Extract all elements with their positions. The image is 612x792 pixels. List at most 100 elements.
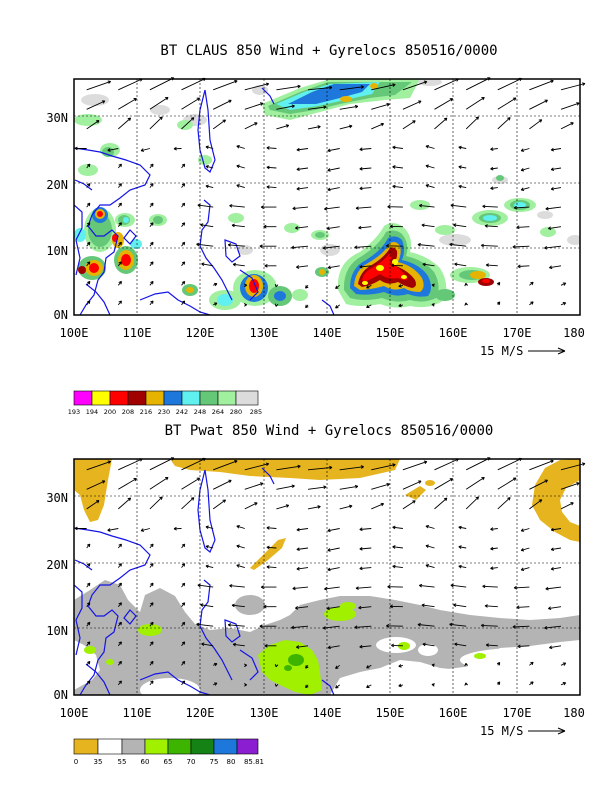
wind-vector-arrow (149, 496, 163, 510)
wind-vector-arrow (117, 300, 122, 306)
wind-vector-arrow (392, 145, 403, 150)
colorbar-2: 0 35 55 60 65 70 75 80 85.81 (73, 738, 264, 766)
panel2-vector-reference: 15 M/S (480, 724, 566, 738)
wind-vector-arrow (422, 262, 435, 267)
wind-vector-arrow (74, 146, 87, 151)
wind-vector-arrow (236, 525, 245, 529)
panel1-x-ticks: 100E 110E 120E 130E 140E 150E 160E 170E … (60, 326, 585, 340)
x-tick-150E: 150E (376, 706, 405, 720)
wind-vector-arrow (86, 280, 91, 286)
wind-vector-arrow (149, 222, 154, 227)
wind-vector-arrow (371, 122, 385, 130)
wind-vector-arrow (560, 122, 574, 130)
cb2-label-2: 55 (118, 758, 127, 766)
wind-vector-arrow (264, 264, 277, 268)
wind-vector-arrow (560, 662, 567, 666)
wind-vector-arrow (560, 462, 586, 471)
wind-vector-arrow (513, 585, 530, 590)
wind-vector-arrow (149, 476, 169, 490)
wind-vector-arrow (359, 167, 372, 171)
wind-vector-arrow (266, 526, 277, 530)
wind-vector-arrow (402, 80, 428, 91)
wind-vector-arrow (422, 642, 435, 647)
wind-vector-arrow (339, 465, 364, 471)
colorbar-2-boxes (73, 738, 259, 755)
wind-vector-arrow (117, 602, 122, 607)
wind-vector-arrow (200, 603, 214, 608)
wind-vector-arrow (107, 528, 119, 532)
wind-vector-arrow (118, 497, 132, 510)
vector-ref-label: 15 M/S (480, 344, 523, 358)
wind-vector-arrow (520, 567, 530, 572)
x-tick-110E: 110E (123, 706, 152, 720)
wind-vector-arrow (307, 485, 327, 490)
wind-vector-arrow (326, 606, 340, 611)
wind-vector-arrow (307, 105, 327, 110)
wind-vector-arrow (358, 225, 372, 230)
wind-vector-arrow (322, 245, 340, 250)
wind-vector-arrow (260, 205, 277, 209)
wind-vector-arrow (482, 584, 498, 589)
wind-vector-arrow (529, 681, 534, 686)
wind-vector-arrow (205, 545, 214, 549)
cb2-label-1: 35 (94, 758, 103, 766)
wind-vector-arrow (181, 117, 195, 130)
wind-vector-arrow (398, 303, 404, 308)
wind-vector-arrow (529, 79, 554, 91)
wind-vector-arrow (465, 116, 480, 130)
wind-vector-arrow (326, 226, 340, 231)
x-tick-140E: 140E (313, 326, 342, 340)
wind-vector-arrow (305, 665, 309, 669)
wind-vector-arrow (512, 245, 530, 249)
wind-vector-arrow (244, 502, 258, 510)
wind-vector-arrow (434, 98, 454, 110)
wind-vector-arrow (266, 565, 277, 569)
wind-vector-arrow (464, 662, 469, 667)
wind-vector-arrow (236, 184, 245, 189)
wind-vector-arrow (149, 261, 154, 267)
wind-vector-arrow (496, 301, 501, 306)
wind-vector-arrow (520, 547, 530, 552)
wind-vector-arrow (418, 583, 435, 588)
wind-vector-arrow (450, 583, 467, 588)
wind-vector-arrow (201, 642, 214, 647)
wind-vector-arrow (398, 683, 404, 688)
wind-vector-arrow (181, 641, 186, 647)
wind-vector-arrow (402, 100, 422, 110)
wind-vector-arrow (205, 165, 214, 169)
wind-vector-arrow (550, 167, 562, 172)
wind-vector-arrow (560, 82, 586, 91)
y-tick-30N: 30N (46, 491, 68, 505)
wind-vector-arrow (417, 242, 435, 247)
wind-vector-arrow (266, 185, 277, 189)
wind-vector-arrow (244, 82, 270, 91)
cb1-label-9: 280 (230, 408, 242, 416)
pwat-dry-holes (560, 480, 580, 526)
wind-vector-arrow (335, 284, 340, 289)
wind-vector-arrow (529, 99, 548, 110)
wind-vector-arrow (482, 204, 498, 209)
wind-vector-arrow (181, 563, 186, 568)
wind-vector-arrow (371, 83, 396, 91)
x-tick-120E: 120E (186, 326, 215, 340)
wind-vector-arrow (484, 604, 498, 608)
wind-vector-arrow (371, 502, 385, 510)
wind-vector-arrow (117, 280, 122, 286)
wind-vector-arrow (244, 102, 264, 110)
wind-vector-arrow (149, 163, 154, 169)
wind-vector-arrow (212, 479, 232, 490)
wind-vector-arrow (86, 460, 112, 471)
wind-vector-arrow (398, 284, 404, 288)
x-tick-130E: 130E (250, 706, 279, 720)
wind-vector-arrow (149, 602, 154, 607)
wind-vector-arrow (243, 683, 248, 687)
wind-vector-arrow (359, 566, 372, 571)
wind-vector-arrow (117, 241, 122, 247)
wind-vector-arrow (86, 300, 91, 306)
wind-vector-arrow (402, 120, 416, 130)
panel2-wind-vectors (74, 457, 586, 689)
wind-vector-arrow (181, 543, 186, 549)
wind-vector-arrow (181, 680, 186, 686)
wind-vector-arrow (366, 684, 372, 688)
wind-vector-arrow (490, 546, 498, 551)
